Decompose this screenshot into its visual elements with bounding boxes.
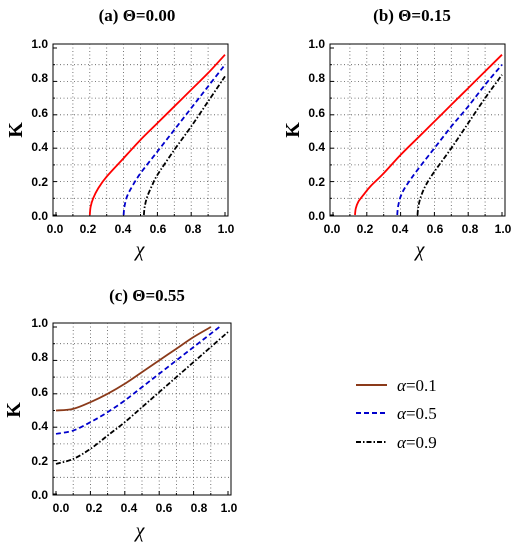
panel-b-ytick-3: 0.6 bbox=[308, 106, 325, 120]
panel-c-frame bbox=[52, 322, 232, 496]
panel-a-xtick-4: 0.8 bbox=[185, 222, 202, 236]
panel-c-xtick-0: 0.0 bbox=[53, 501, 70, 515]
panel-b-xtick-5: 1.0 bbox=[495, 222, 512, 236]
panel-b-xtick-2: 0.4 bbox=[392, 222, 409, 236]
panel-b-ytick-4: 0.8 bbox=[308, 71, 325, 85]
panel-a-grid bbox=[53, 44, 228, 216]
panel-a-ytick-1: 0.2 bbox=[31, 175, 48, 189]
series-line-b-1 bbox=[396, 64, 503, 216]
series-line-b-2 bbox=[416, 74, 503, 216]
panel-c-xtick-3: 0.6 bbox=[156, 501, 173, 515]
panel-a-ylabel: K bbox=[5, 122, 27, 138]
panel-c: (c) Θ=0.55 0.0 0.2 0.4 0.6 0.8 1.0 0.0 0… bbox=[3, 286, 238, 542]
panel-c-xtick-5: 1.0 bbox=[221, 501, 238, 515]
panel-a: (a) Θ=0.00 0.0 0.2 0.4 0.6 0.8 1.0 0.0 0… bbox=[5, 6, 235, 261]
panel-c-ytick-4: 0.8 bbox=[31, 350, 48, 364]
panel-b-xtick-0: 0.0 bbox=[324, 222, 341, 236]
panel-c-ticks bbox=[53, 326, 229, 495]
panel-a-ytick-3: 0.6 bbox=[31, 106, 48, 120]
legend-label-alpha-0-9: α=0.9 bbox=[397, 433, 437, 452]
panel-b-grid bbox=[330, 44, 505, 216]
series-line-c-0 bbox=[55, 326, 212, 412]
panel-c-grid bbox=[53, 323, 231, 495]
panel-b-ytick-2: 0.4 bbox=[308, 140, 325, 154]
panel-a-xtick-3: 0.6 bbox=[150, 222, 167, 236]
panel-b: (b) Θ=0.15 0.0 0.2 0.4 0.6 0.8 1.0 0.0 0… bbox=[282, 6, 512, 261]
panel-b-xtick-1: 0.2 bbox=[357, 222, 374, 236]
panel-b-ylabel: K bbox=[282, 122, 304, 138]
panel-b-xtick-3: 0.6 bbox=[427, 222, 444, 236]
panel-b-ytick-0: 0.0 bbox=[308, 209, 325, 223]
series-line-a-0 bbox=[88, 54, 226, 216]
panel-b-ytick-5: 1.0 bbox=[308, 37, 325, 51]
panel-c-ytick-0: 0.0 bbox=[31, 488, 48, 502]
panel-c-ytick-5: 1.0 bbox=[31, 316, 48, 330]
panel-c-xtick-1: 0.2 bbox=[86, 501, 103, 515]
panel-c-xtick-4: 0.8 bbox=[191, 501, 208, 515]
panel-c-xlabel: χ bbox=[134, 520, 146, 542]
series-line-a-2 bbox=[142, 75, 226, 216]
legend-label-alpha-0-1: α=0.1 bbox=[397, 376, 437, 395]
panel-c-ylabel: K bbox=[3, 402, 25, 418]
panel-a-xtick-0: 0.0 bbox=[47, 222, 64, 236]
series-line-c-1 bbox=[55, 326, 220, 435]
panel-a-ytick-0: 0.0 bbox=[31, 209, 48, 223]
panel-a-xtick-5: 1.0 bbox=[218, 222, 235, 236]
panel-c-ytick-2: 0.4 bbox=[31, 419, 48, 433]
panel-a-title: (a) Θ=0.00 bbox=[99, 6, 176, 25]
panel-b-curves bbox=[354, 54, 503, 216]
panel-a-frame bbox=[52, 43, 229, 217]
panel-b-ytick-1: 0.2 bbox=[308, 175, 325, 189]
panel-c-ytick-1: 0.2 bbox=[31, 454, 48, 468]
series-line-b-0 bbox=[354, 54, 503, 216]
panel-a-xtick-1: 0.2 bbox=[80, 222, 97, 236]
panel-c-curves bbox=[55, 326, 229, 465]
legend: α=0.1 α=0.5 α=0.9 bbox=[356, 376, 437, 452]
series-line-c-2 bbox=[55, 331, 229, 465]
panel-c-ytick-3: 0.6 bbox=[31, 385, 48, 399]
panel-b-frame bbox=[329, 43, 506, 217]
panel-b-title: (b) Θ=0.15 bbox=[373, 6, 451, 25]
panel-b-ticks bbox=[330, 47, 503, 216]
panel-c-xtick-2: 0.4 bbox=[121, 501, 138, 515]
panel-c-title: (c) Θ=0.55 bbox=[109, 286, 185, 305]
series-line-a-1 bbox=[122, 64, 226, 216]
panel-a-ytick-5: 1.0 bbox=[31, 37, 48, 51]
panel-a-curves bbox=[88, 54, 226, 216]
panel-a-ytick-4: 0.8 bbox=[31, 71, 48, 85]
panel-a-ticks bbox=[53, 47, 226, 216]
panel-a-xtick-2: 0.4 bbox=[115, 222, 132, 236]
legend-label-alpha-0-5: α=0.5 bbox=[397, 404, 437, 423]
panel-a-xlabel: χ bbox=[134, 239, 146, 261]
panel-b-xlabel: χ bbox=[414, 239, 426, 261]
panel-a-ytick-2: 0.4 bbox=[31, 140, 48, 154]
panel-b-xtick-4: 0.8 bbox=[462, 222, 479, 236]
